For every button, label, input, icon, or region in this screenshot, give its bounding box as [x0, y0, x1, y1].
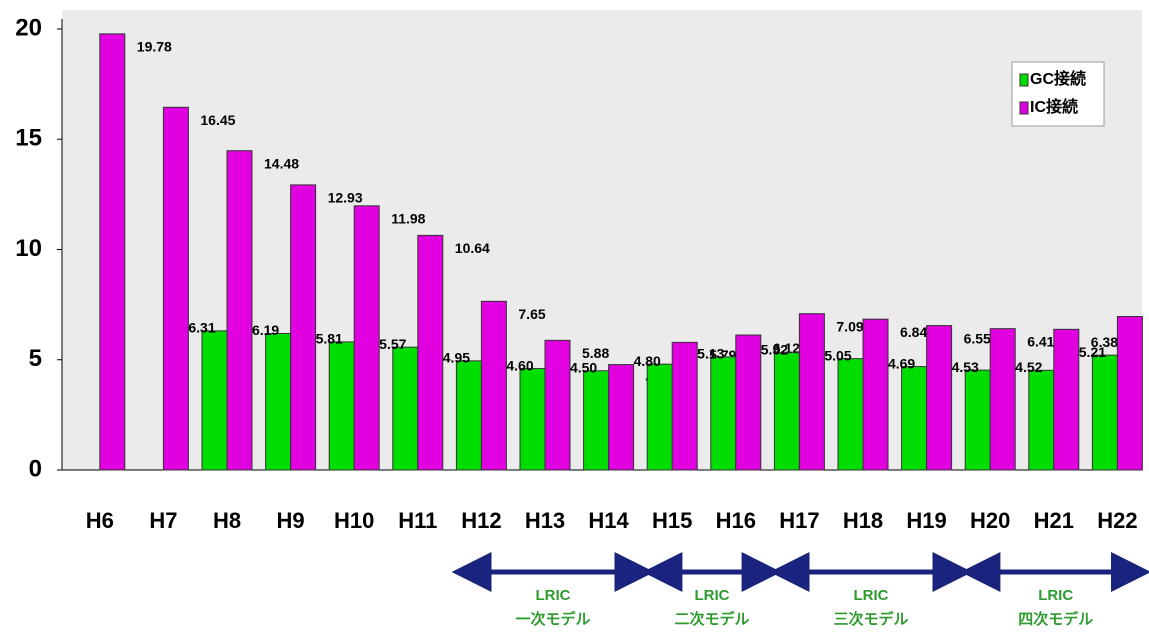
value-label: 10.64 [455, 240, 490, 256]
value-label: 5.21 [1079, 344, 1106, 360]
bar [455, 360, 482, 471]
value-label: 5.13 [697, 346, 724, 362]
x-tick-label: H21 [1034, 508, 1074, 533]
bar [290, 184, 317, 471]
x-tick-label: H16 [716, 508, 756, 533]
value-label: 7.09 [836, 318, 863, 334]
bar [646, 363, 673, 471]
annotation-text: LRIC [854, 587, 889, 604]
bar [99, 33, 126, 471]
legend-swatch [1019, 101, 1029, 115]
annotation-text: LRIC [1038, 587, 1073, 604]
bar [926, 325, 953, 471]
bar [162, 106, 189, 471]
bar [837, 358, 864, 471]
value-label: 4.95 [443, 350, 470, 366]
value-label: 6.55 [964, 330, 991, 346]
x-tick-label: H20 [970, 508, 1010, 533]
x-tick-label: H12 [461, 508, 501, 533]
value-label: 6.12 [773, 340, 800, 356]
legend-swatch [1019, 73, 1029, 87]
x-tick-label: H10 [334, 508, 374, 533]
value-label: 6.31 [188, 320, 215, 336]
bar [392, 346, 419, 471]
value-label: 4.60 [506, 357, 533, 373]
annotation-subtext: 一次モデル [515, 610, 590, 628]
annotation-text: LRIC [536, 587, 571, 604]
x-tick-label: H8 [213, 508, 241, 533]
bar [862, 318, 889, 471]
bar [480, 300, 507, 471]
legend-label: GC接続 [1030, 69, 1086, 88]
value-label: 19.78 [137, 39, 172, 55]
x-tick-label: H7 [149, 508, 177, 533]
x-tick-label: H11 [398, 508, 437, 533]
bar [671, 341, 698, 471]
y-tick-label: 0 [29, 455, 42, 482]
value-label: 4.80 [634, 353, 661, 369]
value-label: 16.45 [200, 112, 235, 128]
value-label: 4.52 [1015, 359, 1042, 375]
bar [583, 370, 610, 471]
value-label: 4.53 [952, 359, 979, 375]
bar [353, 205, 380, 471]
value-label: 5.81 [316, 331, 343, 347]
value-label: 4.50 [570, 359, 597, 375]
annotation-subtext: 三次モデル [833, 610, 908, 628]
value-label: 14.48 [264, 155, 299, 171]
value-label: 5.88 [582, 345, 609, 361]
x-tick-label: H15 [652, 508, 692, 533]
bar [1028, 369, 1055, 471]
annotation-subtext: 四次モデル [1018, 610, 1093, 628]
value-label: 6.38 [1091, 334, 1118, 350]
y-tick-label: 5 [29, 345, 42, 372]
value-label: 4.69 [888, 355, 915, 371]
bar [735, 334, 762, 471]
y-tick-label: 10 [15, 235, 42, 262]
legend-label: IC接続 [1030, 97, 1078, 116]
value-label: 7.65 [518, 306, 545, 322]
x-tick-label: H17 [779, 508, 819, 533]
x-tick-label: H22 [1097, 508, 1137, 533]
bar [1053, 328, 1080, 471]
bar [226, 150, 253, 471]
x-tick-label: H18 [843, 508, 883, 533]
bar [328, 341, 355, 471]
y-tick-label: 15 [15, 125, 42, 152]
annotation-text: LRIC [695, 587, 730, 604]
bar [798, 313, 825, 471]
bar [544, 339, 571, 471]
value-label: 5.05 [824, 347, 851, 363]
value-label: 6.19 [252, 322, 279, 338]
bar [989, 328, 1016, 471]
bar [1091, 354, 1118, 471]
value-label: 6.84 [900, 324, 927, 340]
x-tick-label: H19 [906, 508, 946, 533]
bar [519, 368, 546, 471]
bar [901, 366, 928, 471]
bar [417, 234, 444, 471]
x-tick-label: H13 [525, 508, 565, 533]
bar [773, 352, 800, 471]
value-label: 6.41 [1027, 333, 1054, 349]
bar [201, 330, 228, 471]
value-label: 12.93 [328, 190, 363, 206]
bar [710, 356, 737, 471]
value-label: 5.32 [761, 341, 788, 357]
legend-box [1011, 61, 1105, 127]
annotation-subtext: 二次モデル [674, 610, 749, 628]
x-tick-label: H9 [277, 508, 305, 533]
bar [608, 364, 635, 471]
bar [265, 333, 292, 471]
value-label: 5.57 [379, 336, 406, 352]
bar [964, 369, 991, 471]
bar [1116, 316, 1143, 471]
x-tick-label: H14 [588, 508, 629, 533]
x-tick-label: H6 [86, 508, 114, 533]
y-tick-label: 20 [15, 14, 42, 41]
value-label: 11.98 [391, 211, 425, 227]
